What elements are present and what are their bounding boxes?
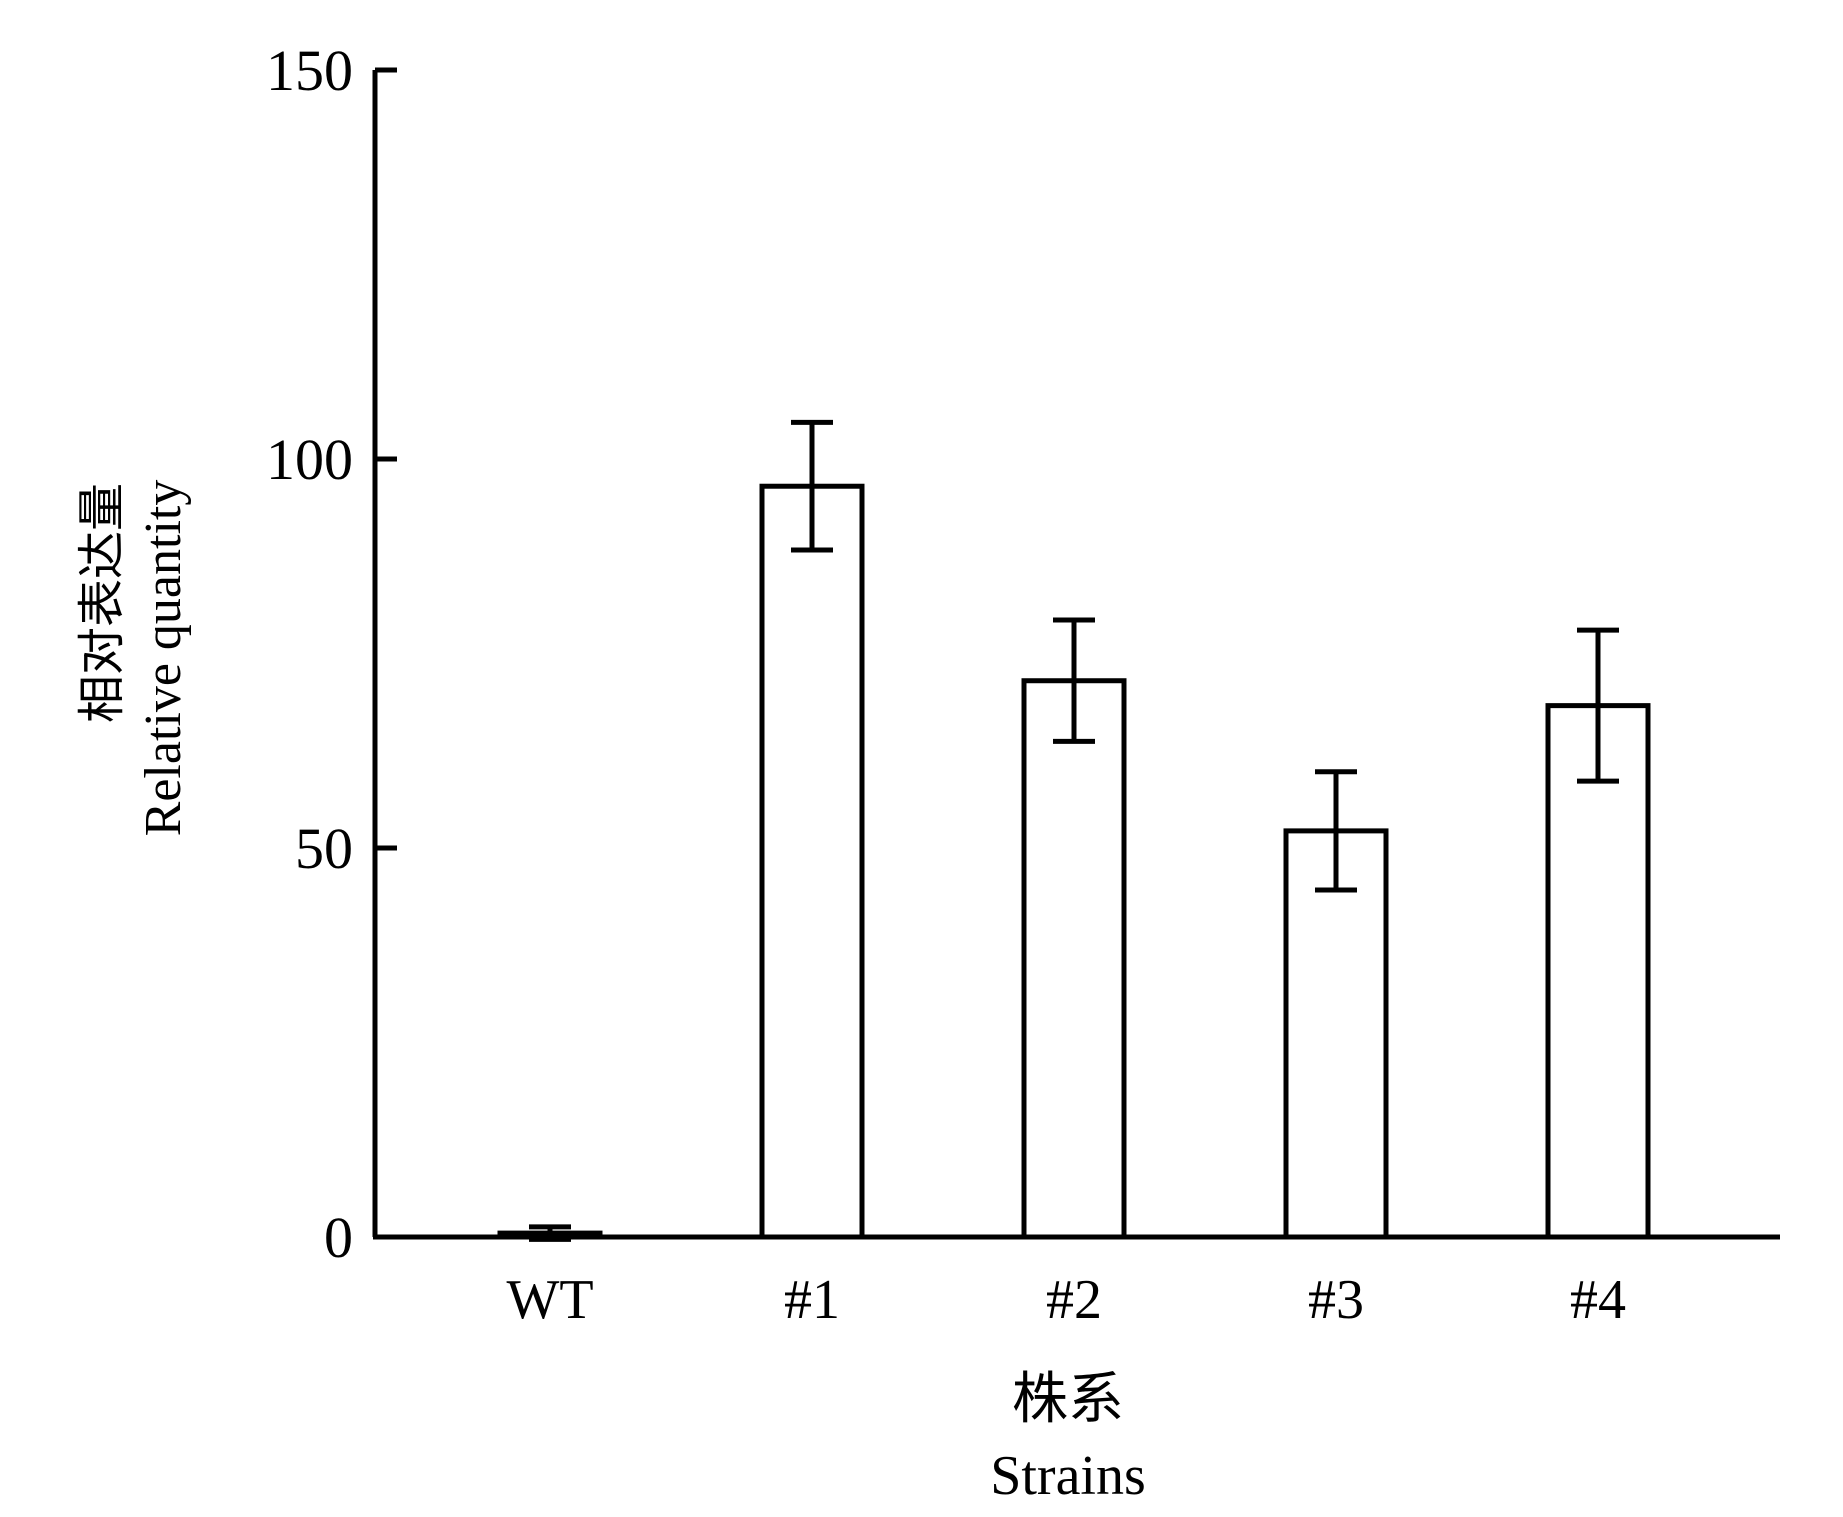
x-tick-label: #3	[1308, 1269, 1364, 1331]
x-ticks-group: WT #1 #2 #3 #4	[506, 1269, 1626, 1331]
x-axis-label-english: Strains	[990, 1445, 1146, 1507]
axes-group	[372, 70, 1780, 1240]
error-bars-group	[529, 419, 1619, 1242]
bar-strain-1	[759, 483, 865, 1240]
x-tick-label: #2	[1046, 1269, 1102, 1331]
y-tick-label: 150	[266, 38, 353, 103]
y-tick-label: 0	[324, 1205, 353, 1270]
y-tick-label: 100	[266, 427, 353, 492]
error-bar-strain-4	[1577, 627, 1619, 784]
x-tick-label: #1	[784, 1269, 840, 1331]
x-tick-label: WT	[506, 1269, 593, 1331]
bar-strain-2	[1021, 678, 1127, 1240]
y-axis-label-chinese: 相对表达量	[76, 483, 129, 723]
bars-group	[497, 483, 1651, 1240]
error-bar-strain-2	[1053, 617, 1095, 744]
error-bar-strain-1	[791, 419, 833, 553]
y-tick-label: 50	[295, 816, 353, 881]
y-ticks-group: 0 50 100 150	[266, 38, 397, 1270]
x-tick-label: #4	[1570, 1269, 1626, 1331]
y-axis-label-english: Relative quantity	[135, 480, 192, 837]
bar-strain-4	[1545, 703, 1651, 1240]
error-bar-strain-3	[1315, 769, 1357, 893]
x-axis-label-chinese: 株系	[1012, 1369, 1124, 1431]
